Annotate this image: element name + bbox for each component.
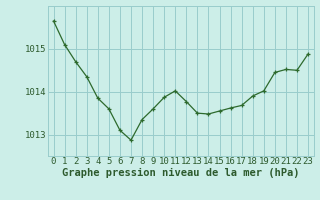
X-axis label: Graphe pression niveau de la mer (hPa): Graphe pression niveau de la mer (hPa) [62, 168, 300, 178]
